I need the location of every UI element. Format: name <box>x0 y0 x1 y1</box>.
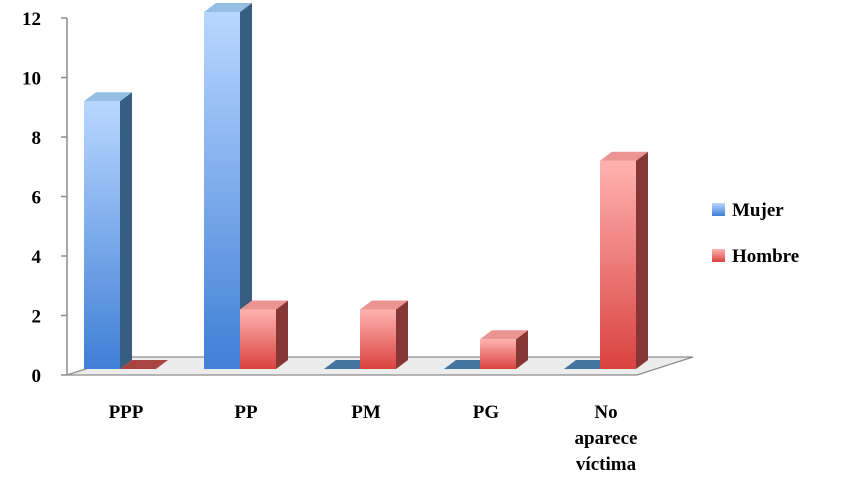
bar-mujer-0 <box>84 92 132 369</box>
bar-top <box>84 92 132 102</box>
bar-front <box>600 160 636 369</box>
bar-top <box>204 3 252 12</box>
bar-hombre-2 <box>360 300 408 369</box>
bar-side <box>120 92 132 369</box>
legend-label-mujer: Mujer <box>732 200 784 221</box>
x-category-label: PPP <box>109 402 144 423</box>
bar-top <box>240 300 288 310</box>
bar-top <box>480 330 528 340</box>
y-tick-label: 2 <box>32 307 42 328</box>
bar-mujer-1 <box>204 3 252 369</box>
bar-hombre-1 <box>240 300 288 369</box>
bar-zero <box>120 360 168 369</box>
x-category-label: PM <box>351 402 381 423</box>
bar-side <box>636 151 648 369</box>
bar-side <box>516 330 528 369</box>
bar-front <box>84 101 120 369</box>
y-tick-label: 12 <box>22 9 41 30</box>
bars-group <box>84 3 648 369</box>
y-axis: 0 2 4 6 8 10 12 <box>22 9 68 387</box>
bar-hombre-3 <box>480 330 528 369</box>
legend-swatch-mujer <box>712 203 725 216</box>
bar-hombre-4 <box>600 151 648 369</box>
x-category-label: No aparece víctima <box>575 402 638 475</box>
y-tick-label: 8 <box>32 128 42 149</box>
y-tick-label: 6 <box>32 188 42 209</box>
x-category-label: PP <box>234 402 258 423</box>
bar-front <box>240 309 276 369</box>
x-axis-labels: PPP PP PM PG No aparece víctima <box>109 402 638 475</box>
bar-front <box>480 339 516 369</box>
x-category-label: PG <box>473 402 500 423</box>
bar-side <box>396 300 408 369</box>
bar-hombre-0 <box>120 360 168 369</box>
y-tick-label: 4 <box>32 247 42 268</box>
bar-top <box>600 151 648 161</box>
y-tick-label: 0 <box>32 366 42 387</box>
bar-side <box>240 3 252 369</box>
legend-swatch-hombre <box>712 249 725 262</box>
legend-label-hombre: Hombre <box>732 246 799 267</box>
y-tick-label: 10 <box>22 69 41 90</box>
legend: Mujer Hombre <box>712 200 799 267</box>
bar-front <box>204 12 240 369</box>
bar-front <box>360 309 396 369</box>
bar-side <box>276 300 288 369</box>
bar-top <box>360 300 408 310</box>
